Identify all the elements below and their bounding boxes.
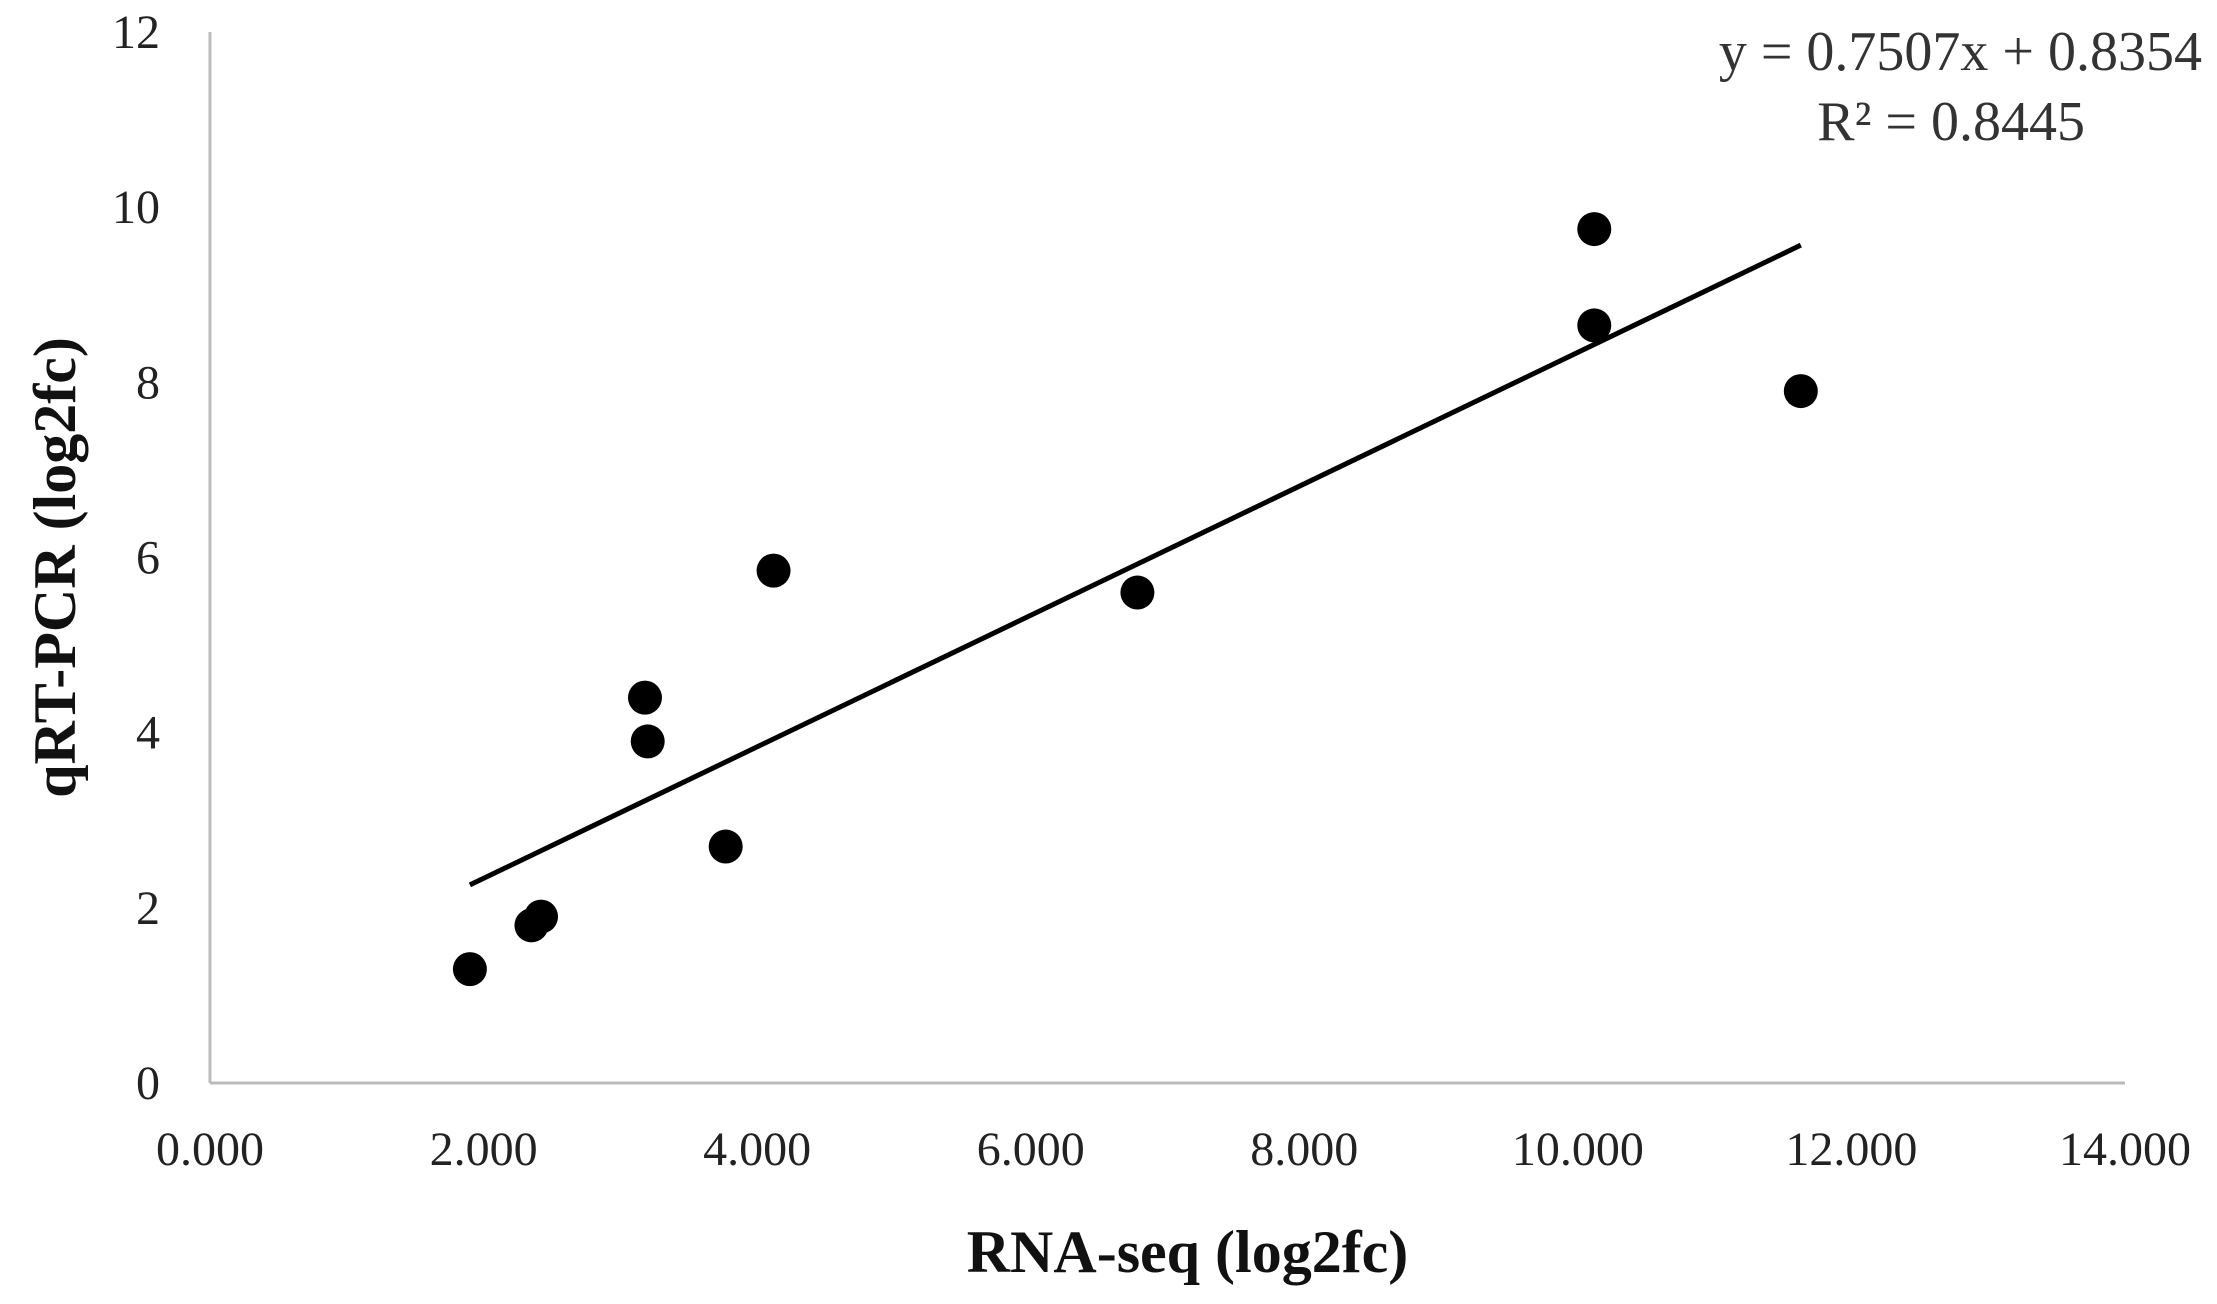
data-point (1577, 308, 1612, 343)
y-tick-label: 12 (112, 6, 160, 59)
x-tick-labels: 0.000 2.000 4.000 6.000 8.000 10.000 12.000 14.… (156, 1123, 2191, 1176)
x-tick-label: 0.000 (156, 1123, 264, 1176)
trendline-r-squared: R² = 0.8445 (1817, 91, 2085, 153)
x-tick-label: 10.000 (1512, 1123, 1644, 1176)
data-point (756, 553, 791, 588)
y-tick-label: 10 (112, 181, 160, 234)
x-tick-label: 2.000 (430, 1123, 538, 1176)
x-tick-label: 8.000 (1250, 1123, 1358, 1176)
data-point (630, 724, 665, 759)
y-axis-title: qRT-PCR (log2fc) (22, 337, 88, 798)
data-points (452, 212, 1818, 987)
y-tick-label: 4 (136, 707, 160, 760)
data-point (524, 899, 559, 934)
data-point (1783, 374, 1818, 409)
y-tick-label: 6 (136, 532, 160, 585)
data-point (627, 680, 662, 715)
y-tick-label: 0 (136, 1057, 160, 1110)
y-tick-label: 2 (136, 882, 160, 935)
data-point (1577, 212, 1612, 247)
y-tick-label: 8 (136, 356, 160, 409)
x-tick-label: 12.000 (1785, 1123, 1917, 1176)
trendline (468, 242, 1802, 888)
data-point (1120, 575, 1155, 610)
axes (208, 32, 2125, 1085)
x-tick-label: 6.000 (977, 1123, 1085, 1176)
data-point (452, 952, 487, 987)
trendline-equation: y = 0.7507x + 0.8354 (1719, 21, 2202, 83)
x-tick-label: 4.000 (703, 1123, 811, 1176)
x-axis-title: RNA-seq (log2fc) (967, 1219, 1409, 1285)
x-tick-label: 14.000 (2059, 1123, 2191, 1176)
y-tick-labels: 0 2 4 6 8 10 12 (112, 6, 160, 1110)
data-point (708, 829, 743, 864)
